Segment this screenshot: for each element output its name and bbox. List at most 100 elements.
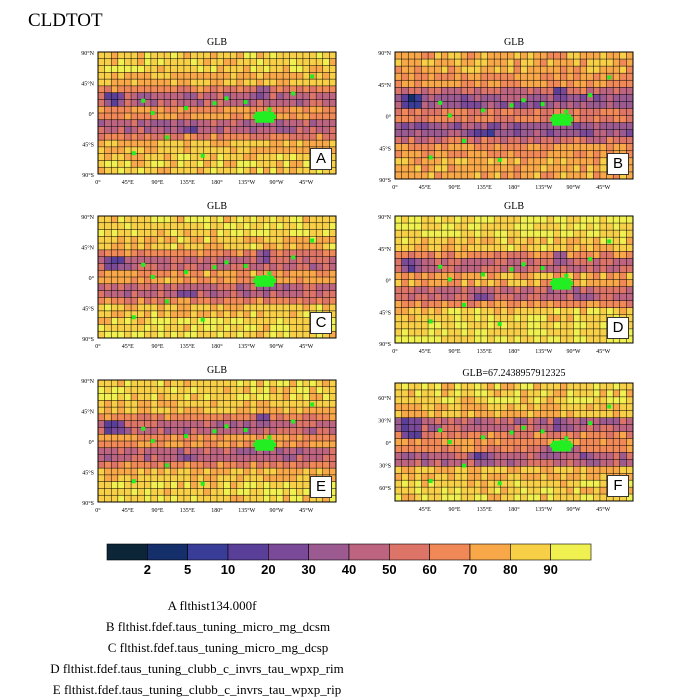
heat-cell [104, 256, 112, 264]
heat-cell [283, 277, 291, 285]
heat-cell [507, 383, 515, 391]
heat-cell [170, 119, 178, 127]
station-marker [462, 463, 467, 468]
heat-cell [316, 447, 324, 455]
heat-cell [190, 434, 198, 442]
heat-cell [269, 229, 277, 237]
heat-cell [494, 314, 502, 323]
heat-cell [316, 65, 324, 73]
heat-cell [580, 335, 588, 344]
heat-cell [408, 480, 416, 488]
heat-cell [256, 474, 264, 482]
heat-cell [593, 258, 601, 266]
station-marker [141, 426, 146, 431]
heat-cell [408, 171, 416, 180]
heat-cell [131, 290, 138, 298]
heat-cell [170, 106, 178, 114]
heat-cell [104, 297, 112, 305]
heat-cell [447, 258, 455, 266]
heat-cell [256, 249, 264, 257]
heat-cell [395, 286, 402, 294]
heat-cell [144, 243, 152, 251]
heat-cell [500, 307, 508, 316]
heat-cell [434, 307, 442, 316]
colorbar-swatch [389, 543, 430, 561]
heat-cell [236, 229, 244, 237]
heat-cell [183, 400, 191, 408]
heat-cell [395, 129, 402, 137]
heat-cell [586, 94, 594, 102]
heat-cell [157, 290, 165, 298]
heat-cell [329, 474, 337, 482]
heat-cell [527, 122, 535, 130]
heat-cell [269, 407, 277, 415]
heat-cell [573, 431, 581, 439]
heat-cell [434, 272, 442, 280]
heat-cell [190, 167, 198, 175]
heat-cell [322, 331, 330, 339]
heat-cell [104, 72, 112, 80]
heat-cell [98, 249, 105, 257]
heat-cell [98, 434, 105, 442]
heat-cell [170, 249, 178, 257]
heat-cell [408, 383, 416, 391]
heat-cell [269, 106, 277, 114]
heat-cell [131, 167, 138, 175]
heat-cell [289, 106, 297, 114]
heat-cell [137, 468, 145, 476]
heat-cell [487, 487, 495, 495]
heat-cell [520, 143, 528, 152]
heat-cell [263, 420, 271, 428]
map-frame [394, 51, 634, 180]
heat-cell [467, 321, 475, 330]
heat-cell [263, 126, 271, 134]
heat-cell [480, 314, 488, 323]
heat-cell [580, 473, 588, 481]
heat-cell [177, 393, 185, 401]
heat-cell [302, 380, 310, 388]
heat-cell [104, 474, 112, 482]
heat-cell [157, 146, 165, 154]
heat-cell [223, 461, 231, 469]
heat-cell [210, 461, 218, 469]
heat-cell [309, 222, 317, 230]
heat-cell [236, 256, 244, 264]
heat-cell [447, 424, 455, 432]
heat-cell [157, 243, 165, 251]
heat-cell [619, 335, 627, 344]
colorbar-level-label: 10 [220, 562, 236, 577]
heat-cell [467, 129, 475, 137]
heat-cell [236, 447, 244, 455]
heat-cell [560, 80, 568, 88]
heat-cell [210, 146, 218, 154]
heat-cell [461, 452, 469, 460]
map-plot: 90°N45°N0°45°S90°S0° 45°E 90°E 135°E 180° 135… [378, 214, 634, 355]
heat-cell [157, 297, 165, 305]
heat-cell [447, 108, 455, 116]
heat-cell [170, 447, 178, 455]
heat-cell [540, 108, 548, 116]
heat-cell [223, 317, 231, 325]
heat-cell [467, 300, 475, 309]
heat-cell [269, 393, 277, 401]
heat-cell [230, 420, 238, 428]
colorbar-swatch [469, 543, 511, 561]
heat-cell [553, 157, 561, 166]
heat-cell [296, 324, 304, 332]
heat-cell [111, 72, 119, 80]
heat-cell [626, 410, 634, 419]
heat-cell [296, 133, 304, 141]
heat-cell [164, 140, 172, 148]
heat-cell [560, 66, 568, 74]
heat-cell [428, 272, 435, 280]
heat-cell [580, 417, 588, 425]
heat-cell [203, 113, 211, 121]
heat-cell [547, 424, 554, 432]
heat-cell [217, 393, 224, 401]
heat-cell [190, 79, 198, 87]
heat-cell [487, 59, 495, 67]
heat-cell [461, 410, 469, 419]
heat-cell [395, 424, 402, 432]
heat-cell [421, 171, 429, 180]
heat-cell [560, 251, 568, 259]
